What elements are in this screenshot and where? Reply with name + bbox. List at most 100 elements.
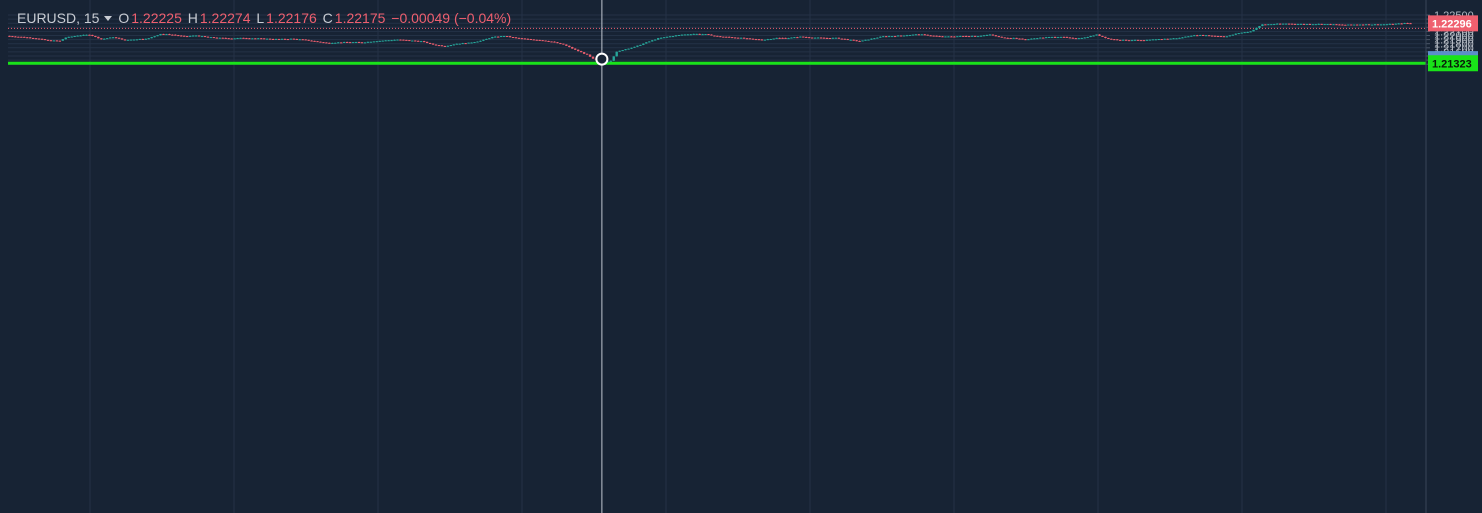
candle-body [123, 39, 127, 41]
candle-body [212, 37, 216, 39]
candle-body [366, 41, 370, 43]
candle-body [502, 36, 506, 38]
candle-body [1314, 24, 1317, 26]
candle-body [111, 37, 115, 39]
candle-body [1240, 32, 1243, 34]
candle-body [254, 38, 257, 40]
candle-body [88, 34, 91, 36]
candle-body [141, 38, 144, 40]
candle-body [1148, 39, 1152, 41]
candle-body [559, 43, 562, 45]
candle-body [1356, 24, 1359, 26]
candle-body [633, 46, 636, 48]
candle-body [1302, 23, 1306, 25]
candle-body [114, 37, 118, 39]
candle-body [805, 36, 808, 38]
candle-body [899, 35, 903, 37]
candle-body [861, 40, 864, 42]
candle-body [1299, 23, 1303, 25]
candle-body [387, 40, 390, 42]
candle-body [17, 36, 20, 38]
candle-body [858, 40, 861, 42]
candle-body [997, 36, 1000, 38]
candle-body [257, 38, 260, 40]
candle-body [1249, 31, 1252, 33]
candle-body [932, 35, 935, 37]
low-label: L [256, 10, 265, 26]
candle-body [1187, 36, 1190, 38]
candle-body [224, 37, 227, 39]
crosshair-marker [595, 52, 609, 66]
candle-body [873, 38, 876, 40]
candle-body [831, 37, 835, 39]
candle-body [970, 35, 974, 37]
candle-body [582, 52, 586, 54]
candle-body [473, 42, 476, 44]
candle-body [713, 35, 716, 37]
candle-body [1406, 23, 1409, 25]
candle-body [541, 40, 544, 42]
candle-body [544, 40, 547, 42]
candle-body [902, 35, 906, 37]
candle-body [1308, 23, 1311, 25]
candle-body [985, 34, 989, 36]
candle-body [325, 42, 328, 44]
candle-body [67, 36, 70, 38]
candle-body [103, 38, 106, 40]
candle-body [621, 50, 624, 52]
candle-body [885, 36, 888, 38]
candle-body [692, 33, 695, 35]
candle-body [1047, 36, 1051, 38]
candle-body [1379, 24, 1383, 26]
candle-body [896, 35, 900, 37]
candle-body [307, 39, 310, 41]
candle-body [1127, 40, 1131, 42]
candle-body [378, 40, 381, 42]
candle-body [1136, 39, 1140, 41]
candle-body [1012, 37, 1015, 39]
candle-body [206, 36, 210, 38]
candle-body [1083, 37, 1086, 39]
open-value: 1.22225 [131, 10, 182, 26]
candle-body [612, 56, 615, 61]
candle-body [908, 34, 912, 36]
candle-body [209, 37, 213, 39]
candle-body [716, 35, 719, 37]
candle-body [271, 38, 275, 40]
candle-body [1130, 40, 1134, 42]
candle-body [547, 40, 550, 42]
candle-body [1024, 39, 1027, 41]
candle-body [61, 39, 64, 41]
candle-body [227, 38, 230, 40]
candle-body [834, 37, 838, 39]
candle-body [1317, 23, 1320, 25]
candle-body [864, 39, 867, 41]
candle-body [322, 42, 325, 44]
candle-body [1279, 23, 1282, 25]
candle-body [156, 35, 159, 37]
candle-body [348, 42, 352, 44]
symbol-label[interactable]: EURUSD, 15 [17, 10, 100, 26]
candle-body [1104, 36, 1107, 38]
candle-body [511, 37, 515, 39]
candle-body [1157, 39, 1160, 41]
candle-body [1050, 36, 1054, 38]
candle-body [1080, 37, 1083, 39]
candle-body [1311, 24, 1314, 26]
chevron-down-icon[interactable] [104, 15, 113, 21]
candle-body [615, 51, 618, 57]
candle-body [408, 40, 411, 42]
candle-body [73, 36, 76, 38]
candle-body [1361, 24, 1365, 26]
candle-body [935, 35, 938, 37]
candle-body [452, 44, 455, 46]
candle-body [1255, 27, 1258, 30]
candle-body [1033, 38, 1036, 40]
candle-body [194, 35, 198, 37]
candle-body [893, 36, 897, 38]
candle-body [129, 39, 133, 41]
candle-body [508, 36, 512, 38]
candle-body [1273, 24, 1276, 26]
